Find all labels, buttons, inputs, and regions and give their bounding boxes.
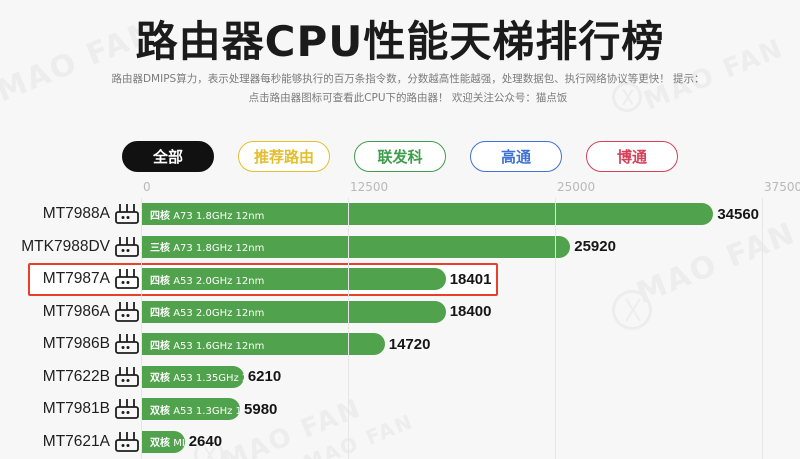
filter-pill-0[interactable]: 全部 <box>122 141 214 172</box>
bar-container: 四核 A53 2.0GHz 12nm 18401 <box>141 268 492 291</box>
bar[interactable]: 四核 A53 2.0GHz 12nm <box>141 300 446 323</box>
bar[interactable]: 双核 A53 1.35GHz 28nm <box>141 365 244 388</box>
bar[interactable]: 双核 A53 1.3GHz 12nm <box>141 398 241 421</box>
router-icon[interactable] <box>114 366 140 388</box>
bar-container: 四核 A53 2.0GHz 12nm 18400 <box>141 300 492 323</box>
bar-spec-label: 四核 A53 2.0GHz 12nm <box>150 308 265 320</box>
page-title: 路由器CPU性能天梯排行榜 <box>135 17 665 66</box>
bar-rows: MT7988A 四核 A73 1.8GHz 12nm 34560 MTK7988DV 三… <box>0 198 800 459</box>
bar-spec-label: 四核 A53 1.6GHz 12nm <box>150 340 265 352</box>
router-icon[interactable] <box>114 268 140 290</box>
chip-name-label: MTK7988DV <box>21 237 110 255</box>
bar-spec-label: 三核 A73 1.8GHz 12nm <box>150 243 265 255</box>
bar-value-label: 5980 <box>244 400 278 418</box>
filter-pill-label: 全部 <box>152 148 183 166</box>
bar-value-label: 14720 <box>388 335 431 353</box>
x-axis-tick-label: 12500 <box>350 180 389 194</box>
bar-row: MT7622B 双核 A53 1.35GHz 28nm6210 <box>0 361 800 394</box>
chip-name-label: MT7621A <box>42 432 110 450</box>
bar-spec-label: 四核 A73 1.8GHz 12nm <box>150 210 265 222</box>
bar-row: MT7986A 四核 A53 2.0GHz 12nm 18400 <box>0 296 800 329</box>
bar-row: MT7987A 四核 A53 2.0GHz 12nm 18401 <box>0 263 800 296</box>
bar-value-label: 25920 <box>574 238 616 256</box>
bar-row: MT7986B 四核 A53 1.6GHz 12nm 14720 <box>0 328 800 361</box>
bar-value-label: 18400 <box>449 303 492 321</box>
bar-spec-label: 双核 A53 1.35GHz 28nm <box>150 373 244 385</box>
filter-pill-2[interactable]: 联发科 <box>354 141 446 172</box>
bar-chart: 0 12500 25000 37500 MT7988A 四核 A73 1.8GHz 12… <box>0 178 800 459</box>
bar-value-label: 6210 <box>247 368 282 386</box>
filter-pill-label: 博通 <box>616 148 647 166</box>
bar-container: 双核 A53 1.35GHz 28nm6210 <box>141 365 282 388</box>
router-icon[interactable] <box>114 203 140 225</box>
chip-name-label: MT7981B <box>42 400 110 418</box>
gridline <box>141 198 142 459</box>
chip-name-label: MT7986B <box>42 335 110 353</box>
bar-spec-label: 四核 A53 2.0GHz 12nm <box>150 275 265 287</box>
x-axis-tick-label: 25000 <box>557 180 596 194</box>
bar-container: 双核 A53 1.3GHz 12nm5980 <box>141 398 278 421</box>
bar-container: 三核 A73 1.8GHz 12nm 25920 <box>141 235 616 258</box>
bar[interactable]: 四核 A53 1.6GHz 12nm <box>141 333 385 356</box>
filter-pill-label: 推荐路由 <box>253 148 314 166</box>
bar-row: MT7981B 双核 A53 1.3GHz 12nm5980 <box>0 393 800 426</box>
router-icon[interactable] <box>114 236 140 258</box>
filter-pill-3[interactable]: 高通 <box>470 141 562 172</box>
router-icon[interactable] <box>114 333 140 355</box>
router-icon[interactable] <box>114 301 140 323</box>
bar[interactable]: 四核 A73 1.8GHz 12nm <box>141 203 714 226</box>
gridline <box>762 198 763 459</box>
filter-pill-1[interactable]: 推荐路由 <box>238 141 330 172</box>
bar-spec-label: 双核 MIPS 880MHz 28nm <box>150 438 185 450</box>
router-icon[interactable] <box>114 431 140 453</box>
page-description: 路由器DMIPS算力，表示处理器每秒能够执行的百万条指令数，分数越高性能越强，处… <box>111 73 705 104</box>
chip-name-label: MT7622B <box>42 367 110 385</box>
filter-pill-group: 全部 推荐路由 联发科 高通 博通 <box>0 141 800 172</box>
gridline <box>348 198 349 459</box>
bar[interactable]: 三核 A73 1.8GHz 12nm <box>141 235 571 258</box>
chip-name-label: MT7987A <box>42 270 110 288</box>
bar-container: 四核 A53 1.6GHz 12nm 14720 <box>141 333 431 356</box>
bar-value-label: 34560 <box>717 205 760 223</box>
filter-pill-label: 高通 <box>500 148 531 166</box>
bar[interactable]: 四核 A53 2.0GHz 12nm <box>141 268 446 291</box>
bar[interactable]: 双核 MIPS 880MHz 28nm <box>141 430 185 453</box>
router-icon[interactable] <box>114 398 140 420</box>
bar-spec-label: 双核 A53 1.3GHz 12nm <box>150 405 241 417</box>
gridline <box>555 198 556 459</box>
x-axis-tick-label: 37500 <box>764 180 800 194</box>
chip-name-label: MT7988A <box>42 205 110 223</box>
bar-container: 双核 MIPS 880MHz 28nm2640 <box>141 430 223 453</box>
chip-name-label: MT7986A <box>42 302 110 320</box>
bar-row: MT7988A 四核 A73 1.8GHz 12nm 34560 <box>0 198 800 231</box>
x-axis: 0 12500 25000 37500 <box>0 178 800 200</box>
bar-value-label: 18401 <box>449 270 492 288</box>
filter-pill-label: 联发科 <box>377 148 423 166</box>
filter-pill-4[interactable]: 博通 <box>586 141 678 172</box>
bar-container: 四核 A73 1.8GHz 12nm 34560 <box>141 203 760 226</box>
bar-row: MT7621A 双核 MIPS 880MHz 28nm2640 <box>0 426 800 459</box>
bar-value-label: 2640 <box>188 433 223 451</box>
x-axis-tick-label: 0 <box>143 180 151 194</box>
bar-row: MTK7988DV 三核 A73 1.8GHz 12nm 25920 <box>0 231 800 264</box>
